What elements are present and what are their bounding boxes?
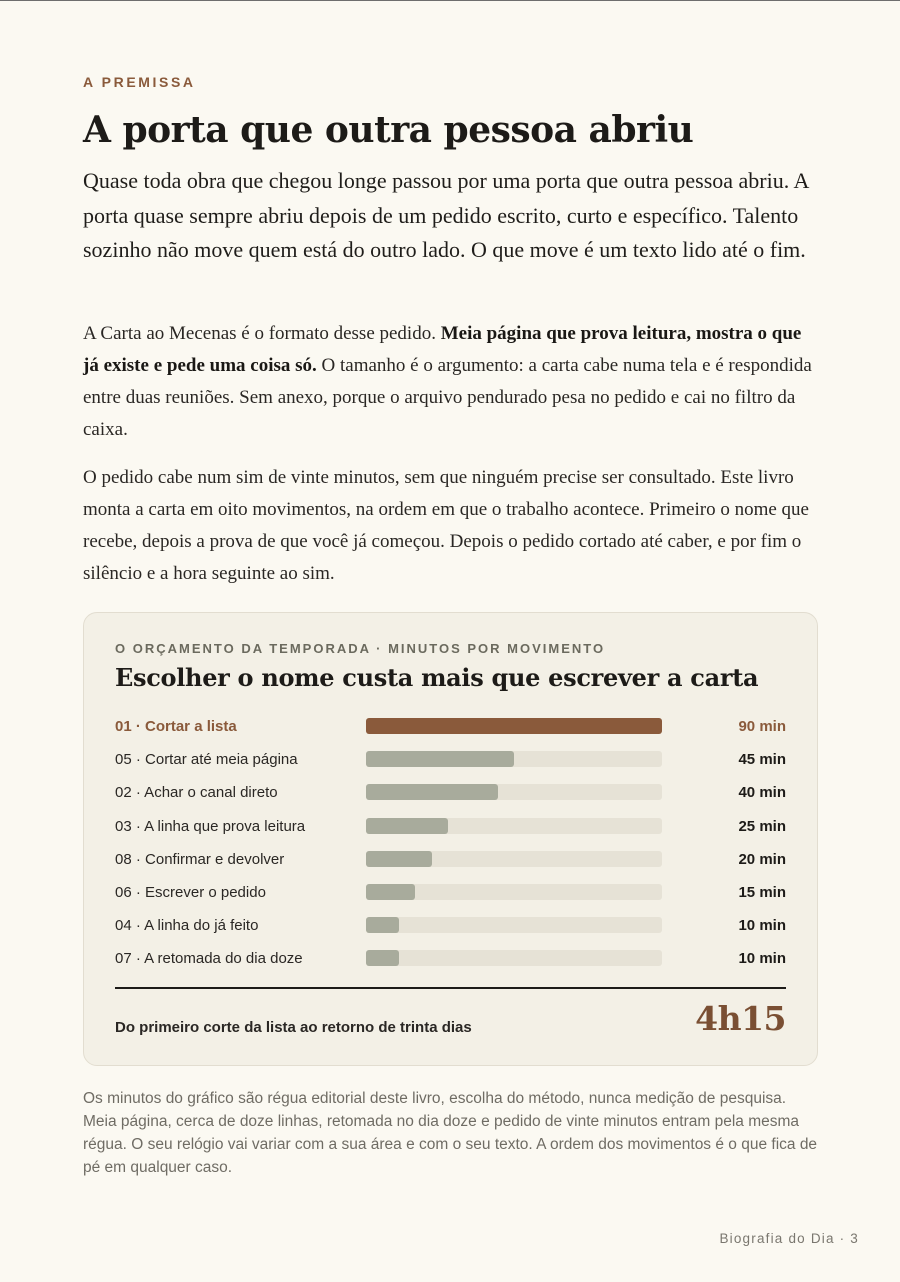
bar-label: 08 · Confirmar e devolver (115, 850, 285, 868)
page-footer: Biografia do Dia · 3 (719, 1231, 859, 1246)
bar-value-label: 10 min (738, 917, 786, 935)
chart-row: 02 · Achar o canal direto 40 min (115, 779, 786, 812)
budget-chart-card: O ORÇAMENTO DA TEMPORADA · MINUTOS POR M… (83, 612, 818, 1066)
bar-label: 03 · A linha que prova leitura (115, 817, 306, 835)
lead-paragraph: Quase toda obra que chegou longe passou … (83, 168, 809, 262)
bar-value-label: 45 min (738, 751, 786, 769)
bar-value-label: 15 min (738, 883, 786, 901)
bar-track (366, 917, 662, 934)
chart-row: 03 · A linha que prova leitura 25 min (115, 813, 786, 846)
chart-title: Escolher o nome custa mais que escrever … (115, 663, 759, 692)
bar-value-label: 10 min (738, 950, 786, 968)
chart-rows: 01 · Cortar a lista 90 min 05 · Cortar até… (115, 713, 786, 979)
methodology-note: Os minutos do gráfico são régua editoria… (83, 1090, 818, 1176)
bar-track (366, 950, 662, 967)
paragraph-bold-text: Meia página que prova leitura, mostra o … (83, 323, 802, 376)
body-paragraph-2: O pedido cabe num sim de vinte minutos, … (83, 467, 809, 584)
bar-label: 06 · Escrever o pedido (115, 883, 266, 901)
bar-label: 05 · Cortar até meia página (115, 751, 298, 769)
chart-row: 01 · Cortar a lista 90 min (115, 713, 786, 746)
chart-row: 06 · Escrever o pedido 15 min (115, 879, 786, 912)
bar (366, 751, 514, 768)
bar-value-label: 90 min (738, 718, 786, 735)
total-label: Do primeiro corte da lista ao retorno de… (115, 1019, 472, 1036)
bar-track (366, 883, 662, 900)
chart-eyebrow: O ORÇAMENTO DA TEMPORADA · MINUTOS POR M… (115, 641, 606, 656)
bar-track (366, 718, 662, 734)
paragraph-text: O tamanho é o argumento: a carta cabe nu… (83, 355, 812, 440)
bar-value-label: 20 min (738, 850, 786, 868)
body-paragraph-1: A Carta ao Mecenas é o formato desse ped… (83, 318, 818, 446)
bar (366, 917, 399, 934)
bar-label: 02 · Achar o canal direto (115, 784, 278, 802)
chart-row: 04 · A linha do já feito 10 min (115, 912, 786, 945)
bar (366, 850, 432, 867)
chart-row: 07 · A retomada do dia doze 10 min (115, 945, 786, 978)
bar-track (366, 817, 662, 834)
bar-track (366, 751, 662, 768)
total-divider (115, 987, 786, 989)
paragraph-text: A Carta ao Mecenas é o formato desse ped… (83, 323, 441, 344)
bar (366, 718, 662, 734)
bar (366, 784, 498, 801)
bar (366, 950, 399, 967)
bar-value-label: 40 min (738, 784, 786, 802)
bar (366, 883, 416, 900)
total-value: 4h15 (695, 999, 786, 1038)
bar-track (366, 850, 662, 867)
bar-value-label: 25 min (738, 817, 786, 835)
section-eyebrow: A PREMISSA (83, 74, 196, 90)
bar-label: 07 · A retomada do dia doze (115, 950, 303, 968)
bar (366, 817, 449, 834)
bar-label: 01 · Cortar a lista (115, 718, 237, 735)
bar-label: 04 · A linha do já feito (115, 917, 259, 935)
bar-track (366, 784, 662, 801)
chart-row: 05 · Cortar até meia página 45 min (115, 746, 786, 779)
chart-row: 08 · Confirmar e devolver 20 min (115, 846, 786, 879)
page-title: A porta que outra pessoa abriu (83, 109, 694, 151)
